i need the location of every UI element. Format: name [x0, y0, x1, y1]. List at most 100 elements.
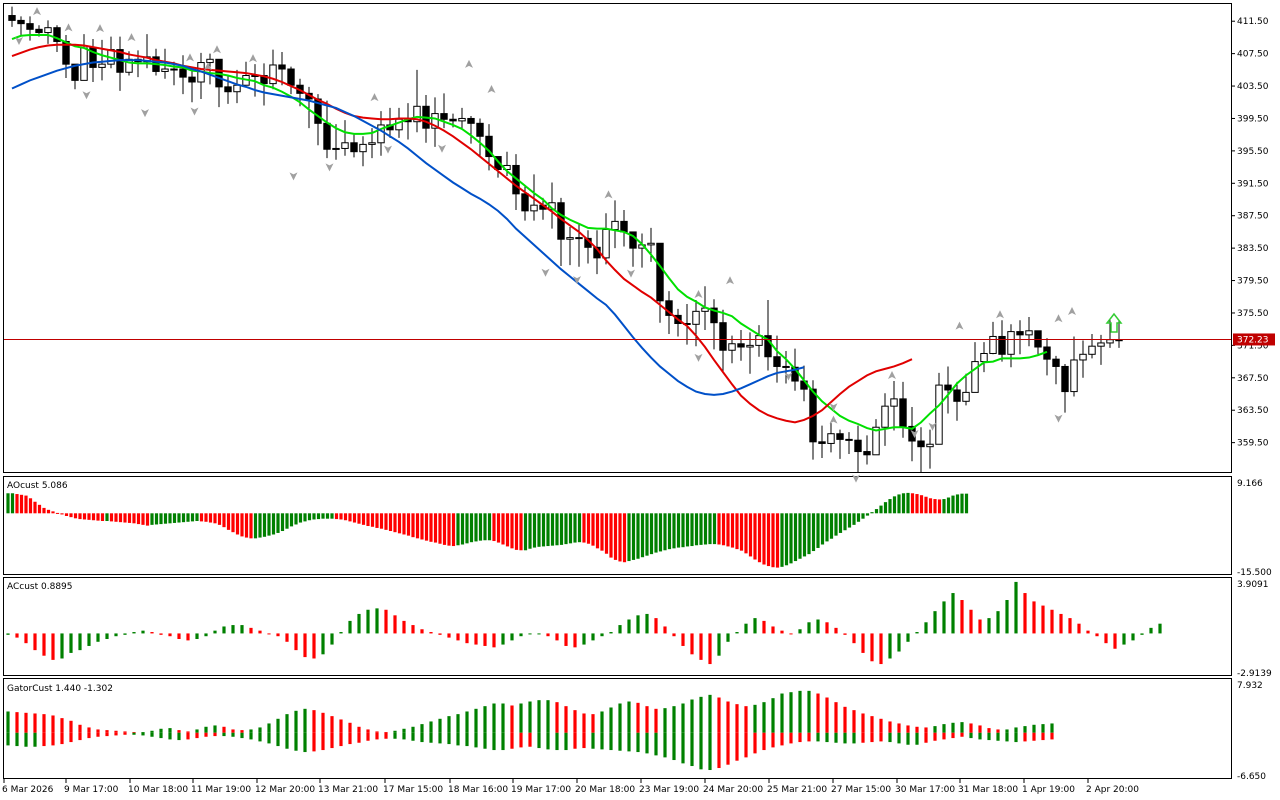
price-pane[interactable]: [4, 6, 1231, 483]
ac-bar: [582, 633, 586, 645]
gator-upper-bar: [330, 716, 334, 733]
ao-bar: [550, 513, 555, 546]
ac-bar: [312, 633, 316, 659]
gator-lower-bar: [609, 732, 613, 751]
ao-bar: [924, 496, 928, 514]
ao-bar: [100, 513, 105, 522]
gator-lower-bar: [402, 732, 406, 740]
ac-bar: [483, 633, 487, 646]
ao-bar: [784, 513, 789, 566]
gator-upper-bar: [276, 718, 280, 733]
candle-body: [782, 365, 790, 368]
ac-pane-frame: [3, 577, 1232, 676]
fractal-down-icon: [829, 403, 838, 412]
axes: 411.50 407.50 403.50 399.50 395.50 391.50 387.…: [2, 17, 1275, 795]
gator-lower-bar: [339, 732, 343, 747]
ac-bar: [1122, 633, 1126, 645]
candle-body: [26, 23, 34, 30]
gator-lower-bar: [735, 732, 739, 761]
ao-bar: [838, 513, 843, 533]
ac-bar: [681, 633, 685, 646]
candle-body: [872, 426, 880, 456]
ao-bar: [658, 513, 663, 552]
gator-upper-bar: [915, 726, 919, 733]
fractal-up-icon: [370, 93, 379, 102]
gator-lower-bar: [996, 732, 1000, 741]
gator-upper-bar: [6, 711, 10, 733]
x-tick-label: 11 Mar 19:00: [191, 785, 251, 795]
fractal-down-icon: [289, 172, 298, 181]
gator-upper-bar: [456, 714, 460, 733]
ac-bar: [1068, 618, 1072, 634]
gator-upper-bar: [420, 724, 424, 733]
gator-upper-bar: [222, 726, 226, 733]
gator-lower-bar: [132, 732, 136, 735]
ao-bar: [226, 513, 231, 530]
ao-bar: [694, 513, 699, 546]
gator-upper-bar: [51, 715, 55, 733]
gator-pane[interactable]: GatorCust 1.440 -1.302: [6, 684, 1054, 771]
ma-slow-line: [11, 59, 805, 396]
ac-bar: [573, 633, 577, 648]
x-tick-label: 24 Mar 20:00: [703, 785, 763, 795]
ao-bar: [937, 499, 942, 514]
gator-upper-bar: [996, 729, 1000, 733]
ac-bar: [114, 633, 118, 637]
ac-bar: [798, 629, 802, 634]
fractal-up-icon: [487, 84, 496, 93]
ac-bar: [996, 611, 1000, 634]
x-tick-label: 25 Mar 21:00: [767, 785, 827, 795]
candle-body: [845, 438, 853, 441]
ao-bar: [267, 513, 271, 536]
gator-lower-bar: [1032, 732, 1036, 741]
ac-bar: [366, 609, 370, 634]
ao-bar: [379, 513, 384, 529]
ac-bar: [951, 593, 955, 634]
ac-bar: [195, 633, 199, 639]
gator-upper-bar: [708, 694, 712, 733]
ac-pane[interactable]: ACcust 0.8895: [6, 581, 1162, 665]
fractal-up-icon: [726, 276, 734, 285]
gator-lower-bar: [15, 732, 19, 747]
ao-bar: [442, 513, 447, 545]
gator-lower-bar: [1005, 732, 1009, 742]
candle-body: [458, 117, 466, 122]
candle-body: [647, 242, 655, 246]
ao-bar: [748, 513, 753, 557]
ac-bar: [69, 633, 73, 653]
ao-bar: [564, 513, 568, 545]
gator-upper-bar: [195, 729, 199, 733]
gator-lower-bar: [978, 732, 982, 740]
fractal-down-icon: [82, 91, 91, 100]
gator-upper-bar: [393, 730, 397, 733]
ao-pane-title: AOcust 5.086: [7, 481, 68, 491]
gator-upper-bar: [402, 728, 406, 733]
gator-lower-bar: [987, 732, 991, 741]
ac-bar: [564, 633, 568, 646]
ao-bar: [568, 513, 573, 544]
ao-bar: [604, 513, 609, 554]
candle-body: [656, 242, 664, 302]
ao-pane[interactable]: AOcust 5.086: [6, 481, 969, 568]
ao-bar: [411, 513, 415, 538]
ac-bar: [159, 633, 163, 635]
gator-lower-bar: [708, 732, 712, 771]
ao-bar: [960, 493, 964, 514]
ao-bar: [775, 513, 780, 568]
gator-lower-bar: [60, 732, 64, 745]
candle-body: [224, 86, 232, 93]
candle-body: [377, 124, 385, 144]
ao-bar: [109, 513, 114, 522]
gator-lower-bar: [888, 732, 892, 743]
fractal-down-icon: [694, 353, 703, 362]
ao-bar: [249, 513, 253, 539]
candle-body: [467, 117, 475, 124]
candle-body: [971, 361, 979, 393]
ao-bar: [294, 513, 298, 525]
ao-bar: [366, 513, 370, 527]
ac-bar: [780, 630, 784, 634]
ao-bar: [654, 513, 658, 553]
ao-bar: [145, 513, 150, 526]
ao-bar: [537, 513, 541, 547]
ao-bar: [28, 498, 33, 514]
